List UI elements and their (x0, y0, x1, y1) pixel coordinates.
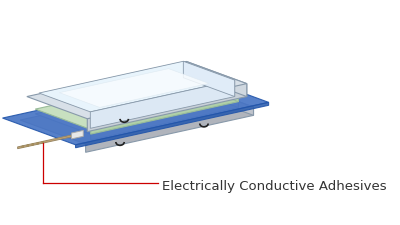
Polygon shape (76, 103, 269, 148)
Polygon shape (183, 82, 238, 108)
Polygon shape (183, 62, 235, 97)
Polygon shape (186, 62, 247, 97)
Polygon shape (60, 69, 209, 108)
Polygon shape (20, 84, 254, 144)
Polygon shape (39, 62, 235, 112)
Polygon shape (86, 108, 254, 153)
Polygon shape (87, 84, 247, 132)
Polygon shape (37, 143, 39, 145)
Polygon shape (35, 82, 238, 135)
Polygon shape (42, 142, 44, 144)
Polygon shape (27, 62, 247, 119)
Polygon shape (18, 135, 72, 149)
Text: Electrically Conductive Adhesives: Electrically Conductive Adhesives (162, 179, 387, 192)
Polygon shape (188, 84, 254, 116)
Polygon shape (183, 77, 238, 102)
Polygon shape (2, 76, 269, 145)
Polygon shape (90, 81, 235, 129)
Polygon shape (27, 145, 28, 147)
Polygon shape (35, 77, 238, 130)
Polygon shape (72, 131, 83, 139)
Polygon shape (91, 102, 238, 140)
Polygon shape (32, 144, 34, 146)
Polygon shape (22, 146, 24, 148)
Polygon shape (91, 97, 238, 135)
